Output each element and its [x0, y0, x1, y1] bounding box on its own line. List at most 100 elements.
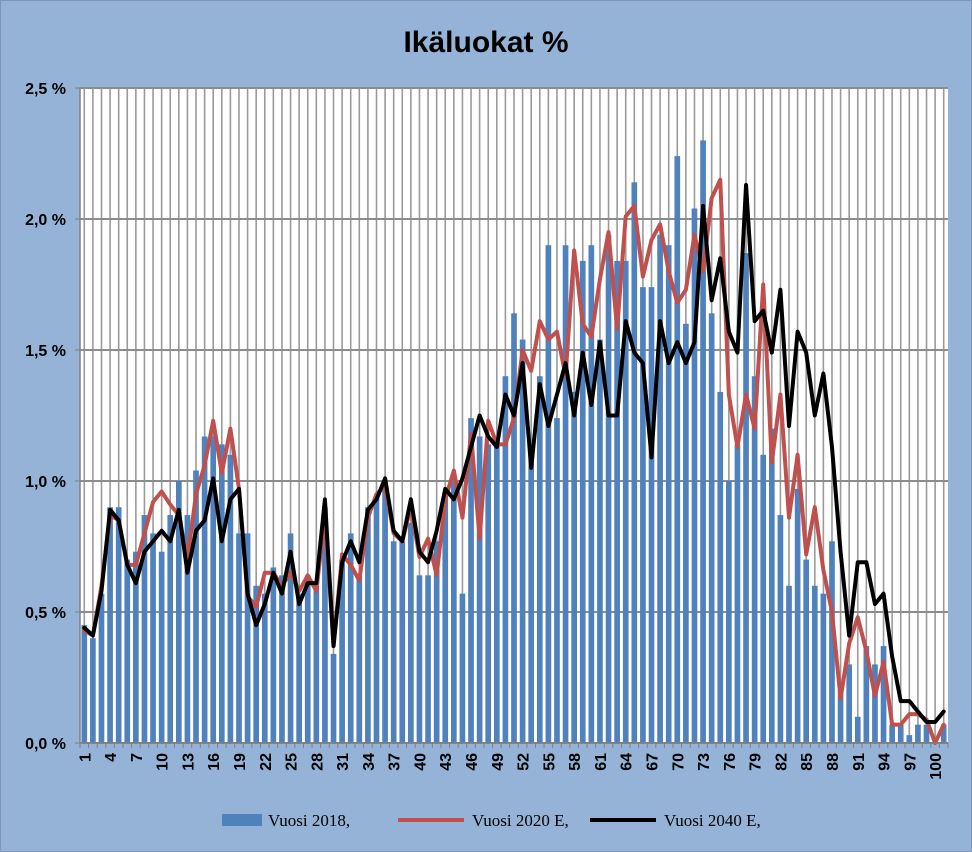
- bar: [218, 444, 225, 743]
- bar: [115, 507, 122, 743]
- legend-label: Vuosi 2020 E,: [472, 811, 569, 830]
- bar: [605, 234, 612, 743]
- bar: [536, 376, 543, 743]
- bar: [210, 436, 217, 743]
- bar: [399, 541, 406, 743]
- bar: [476, 436, 483, 743]
- bar: [468, 418, 474, 743]
- bar: [150, 533, 156, 743]
- bar: [631, 182, 638, 743]
- legend-label: Vuosi 2018,: [268, 811, 350, 830]
- x-tick-label: 16: [206, 753, 223, 771]
- x-tick-label: 76: [722, 753, 739, 771]
- x-tick-label: 1: [77, 753, 94, 762]
- bar: [425, 575, 431, 743]
- x-tick-label: 73: [696, 753, 713, 771]
- x-tick-label: 58: [567, 753, 584, 771]
- bar: [811, 585, 818, 743]
- y-tick-labels: 0,0 % 0,5 % 1,0 % 1,5 % 2,0 % 2,5 %: [25, 81, 66, 753]
- bar: [691, 208, 698, 743]
- bar: [614, 260, 620, 743]
- bar: [588, 245, 595, 743]
- bar: [339, 559, 345, 743]
- bar: [511, 313, 517, 743]
- bar: [253, 585, 260, 743]
- x-tick-label: 43: [438, 753, 455, 771]
- bar: [313, 585, 320, 743]
- bar: [408, 522, 414, 743]
- bar: [760, 454, 767, 743]
- bar: [657, 234, 663, 743]
- bar: [322, 507, 328, 743]
- x-tick-label: 100: [928, 753, 945, 780]
- bar: [674, 156, 681, 743]
- bar: [665, 245, 672, 743]
- bar: [382, 488, 388, 743]
- x-tick-label: 22: [258, 753, 275, 771]
- x-tick-label: 82: [773, 753, 790, 771]
- bar: [829, 541, 835, 743]
- bar: [296, 593, 302, 743]
- bar: [597, 339, 603, 743]
- bar: [648, 287, 655, 743]
- bar: [201, 436, 208, 743]
- series-line: [82, 182, 946, 725]
- bar: [124, 559, 131, 743]
- bar: [227, 454, 234, 743]
- bar: [846, 664, 853, 743]
- x-tick-label: 28: [309, 753, 326, 771]
- bar: [356, 575, 363, 743]
- x-tick-label: 85: [799, 753, 816, 771]
- x-tick-labels: 1 4 7 10 13 16 19 22 25 28 31 34 37 40 43 46 49 52 55 58 61 6…: [77, 753, 945, 780]
- series-line: [82, 177, 946, 745]
- x-tick-label: 94: [877, 753, 894, 771]
- bar: [545, 245, 552, 743]
- bar: [717, 391, 724, 743]
- bar: [373, 496, 380, 743]
- bar: [133, 551, 139, 743]
- legend-swatch: [222, 814, 262, 826]
- bar: [184, 515, 191, 743]
- x-tick-label: 97: [902, 753, 919, 771]
- bar: [175, 481, 182, 743]
- bar: [81, 625, 88, 743]
- bar: [708, 313, 715, 743]
- bar: [459, 593, 466, 743]
- x-tick-label: 55: [541, 753, 558, 771]
- x-tick-label: 52: [516, 753, 533, 771]
- x-tick-label: 37: [387, 753, 404, 771]
- bar: [279, 575, 285, 743]
- bar: [837, 690, 844, 743]
- x-tick-label: 25: [284, 753, 301, 771]
- bar-series: [81, 140, 947, 743]
- bar: [863, 646, 870, 743]
- axes: [75, 87, 949, 748]
- bar: [854, 716, 861, 743]
- x-tick-label: 7: [129, 753, 146, 762]
- x-tick-label: 40: [412, 753, 429, 771]
- bar: [579, 260, 586, 743]
- bar: [923, 724, 930, 743]
- legend: Vuosi 2018, Vuosi 2020 E, Vuosi 2040 E,: [222, 811, 761, 830]
- bar: [347, 533, 354, 743]
- y-tick-label: 1,5 %: [25, 343, 66, 360]
- bar: [485, 444, 492, 743]
- x-tick-label: 10: [155, 753, 172, 771]
- bar: [820, 593, 827, 743]
- x-tick-label: 61: [593, 753, 610, 771]
- bar: [365, 507, 371, 743]
- bar: [390, 541, 397, 743]
- bar: [743, 253, 749, 743]
- bar: [562, 245, 569, 743]
- bar: [683, 323, 689, 743]
- bar: [872, 664, 878, 743]
- bar: [442, 496, 449, 743]
- x-tick-label: 67: [645, 753, 662, 771]
- x-tick-label: 46: [464, 753, 481, 771]
- bar: [433, 541, 440, 743]
- bar: [786, 585, 792, 743]
- bar: [726, 481, 732, 743]
- bar: [90, 638, 96, 743]
